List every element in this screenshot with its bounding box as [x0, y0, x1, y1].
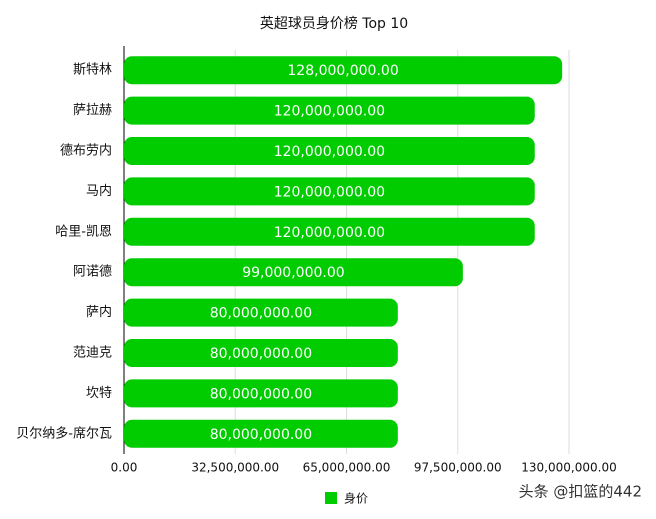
value-label: 80,000,000.00 [210, 427, 312, 443]
y-tick-label: 萨内 [86, 304, 112, 320]
legend-label: 身价 [344, 491, 368, 506]
bar [124, 379, 398, 408]
bar [124, 217, 535, 246]
legend-swatch [325, 492, 337, 504]
value-label: 80,000,000.00 [210, 386, 312, 402]
bar [124, 298, 398, 327]
value-label: 80,000,000.00 [210, 346, 312, 362]
bar [124, 56, 563, 85]
y-tick-label: 阿诺德 [73, 265, 112, 280]
x-tick-label: 97,500,000.00 [414, 461, 502, 475]
y-tick-label: 德布劳内 [60, 143, 112, 159]
bar [124, 419, 398, 448]
value-label: 120,000,000.00 [274, 144, 385, 160]
bar [124, 177, 535, 206]
y-tick-label: 斯特林 [73, 63, 112, 78]
y-tick-label: 马内 [86, 183, 112, 199]
value-label: 99,000,000.00 [242, 265, 344, 281]
x-tick-label: 32,500,000.00 [191, 461, 279, 475]
y-tick-label: 贝尔纳多-席尔瓦 [16, 425, 112, 441]
bar [124, 137, 535, 165]
y-tick-label: 范迪克 [73, 346, 112, 361]
chart-title: 英超球员身价榜 Top 10 [260, 15, 408, 32]
y-tick-label: 坎特 [86, 386, 112, 401]
bar [124, 339, 398, 367]
value-label: 128,000,000.00 [287, 63, 398, 79]
y-tick-label: 哈里-凯恩 [55, 224, 112, 239]
x-tick-label: 65,000,000.00 [303, 461, 391, 475]
value-label: 120,000,000.00 [274, 184, 385, 200]
bar [124, 96, 535, 125]
x-tick-label: 0.00 [111, 461, 138, 475]
x-tick-label: 130,000,000.00 [521, 461, 616, 475]
value-label: 80,000,000.00 [210, 306, 312, 322]
watermark: 头条 @扣篮的442 [519, 483, 642, 501]
value-label: 120,000,000.00 [274, 104, 385, 120]
bar [124, 258, 463, 287]
y-tick-label: 萨拉赫 [73, 103, 112, 118]
value-label: 120,000,000.00 [274, 225, 385, 241]
